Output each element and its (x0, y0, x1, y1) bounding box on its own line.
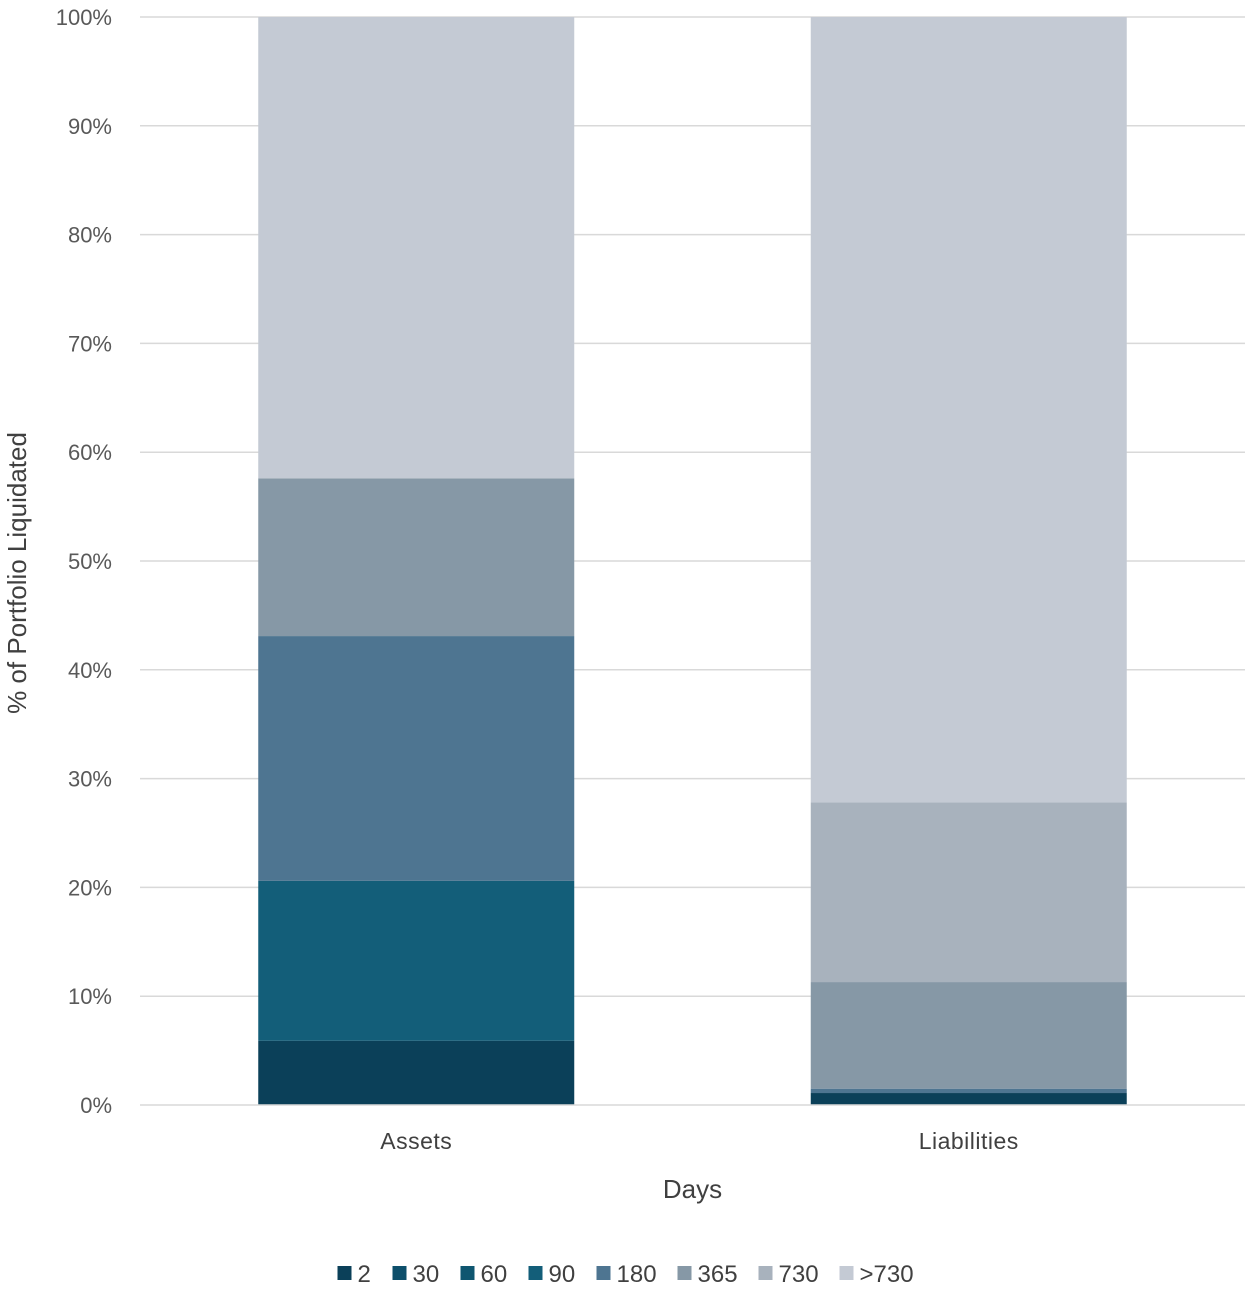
legend-item: 60 (460, 1261, 508, 1288)
legend-label: 180 (617, 1261, 657, 1288)
y-tick-label: 10% (68, 984, 112, 1009)
y-tick-label: 70% (68, 331, 112, 356)
y-tick-label: 40% (68, 658, 112, 683)
x-category-label: Liabilities (919, 1128, 1019, 1154)
bar-segment (258, 478, 575, 637)
legend-label: >730 (860, 1261, 914, 1288)
bar-segment (810, 1088, 1127, 1094)
x-category-label: Assets (380, 1128, 452, 1154)
legend-label: 2 (358, 1261, 371, 1288)
legend-swatch (839, 1266, 854, 1280)
legend-swatch (392, 1266, 407, 1280)
x-axis-title: Days (663, 1174, 722, 1204)
legend-item: 180 (596, 1261, 657, 1288)
x-axis-category-labels: Assets Liabilities (380, 1128, 1019, 1154)
bar-segment (810, 982, 1127, 1089)
legend-item: 90 (528, 1261, 576, 1288)
bar-segment (258, 1040, 575, 1105)
legend-item: >730 (839, 1261, 914, 1288)
legend-label: 60 (481, 1261, 508, 1288)
legend-label: 30 (413, 1261, 440, 1288)
y-axis-ticks: 0% 10% 20% 30% 40% 50% 60% 70% 80% 90% 100% (56, 5, 112, 1118)
y-tick-label: 60% (68, 440, 112, 465)
bar-segment (810, 1093, 1127, 1105)
bar-segment (258, 17, 575, 479)
bar-segment (258, 880, 575, 1041)
legend: 2 30 60 90 180 365 730 >730 (337, 1261, 914, 1288)
legend-item: 365 (677, 1261, 738, 1288)
bar-segment (258, 636, 575, 881)
bars (258, 17, 1127, 1105)
legend-swatch (460, 1266, 475, 1280)
legend-swatch (528, 1266, 543, 1280)
y-axis-title: % of Portfolio Liquidated (2, 432, 32, 714)
legend-swatch (677, 1266, 692, 1280)
bar-segment (810, 17, 1127, 803)
y-tick-label: 0% (80, 1093, 112, 1118)
bar-segment (810, 802, 1127, 983)
legend-item: 2 (337, 1261, 371, 1288)
y-tick-label: 50% (68, 549, 112, 574)
y-tick-label: 30% (68, 767, 112, 792)
y-tick-label: 80% (68, 223, 112, 248)
legend-swatch (758, 1266, 773, 1280)
legend-item: 30 (392, 1261, 440, 1288)
legend-label: 365 (698, 1261, 738, 1288)
y-tick-label: 20% (68, 875, 112, 900)
y-tick-label: 90% (68, 114, 112, 139)
legend-label: 730 (779, 1261, 819, 1288)
legend-label: 90 (549, 1261, 576, 1288)
y-tick-label: 100% (56, 5, 112, 30)
legend-swatch (337, 1266, 352, 1280)
legend-swatch (596, 1266, 611, 1280)
legend-item: 730 (758, 1261, 819, 1288)
